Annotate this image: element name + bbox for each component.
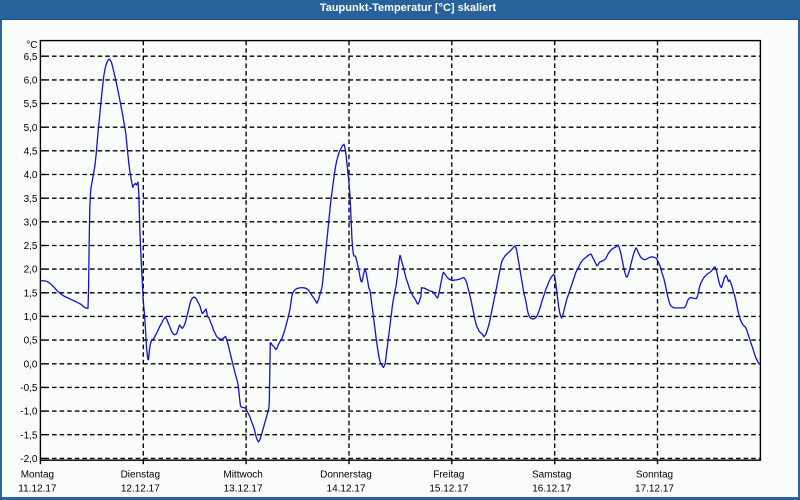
svg-text:5,0: 5,0 [24, 123, 38, 134]
svg-text:Sonntag: Sonntag [636, 470, 673, 481]
svg-text:11.12.17: 11.12.17 [18, 484, 57, 495]
svg-text:2,0: 2,0 [24, 265, 38, 276]
svg-text:Mittwoch: Mittwoch [223, 470, 262, 481]
svg-text:13.12.17: 13.12.17 [224, 484, 263, 495]
svg-text:1,5: 1,5 [24, 288, 38, 299]
svg-text:14.12.17: 14.12.17 [327, 484, 366, 495]
svg-text:12.12.17: 12.12.17 [121, 484, 160, 495]
svg-text:4,0: 4,0 [24, 170, 38, 181]
svg-text:Donnerstag: Donnerstag [320, 470, 372, 481]
svg-text:-1,5: -1,5 [20, 430, 38, 441]
svg-text:17.12.17: 17.12.17 [635, 484, 674, 495]
svg-text:4,5: 4,5 [24, 146, 38, 157]
svg-text:3,0: 3,0 [24, 217, 38, 228]
svg-text:15.12.17: 15.12.17 [429, 484, 468, 495]
svg-text:16.12.17: 16.12.17 [532, 484, 571, 495]
svg-text:Montag: Montag [21, 470, 54, 481]
svg-text:Dienstag: Dienstag [121, 470, 160, 481]
svg-text:3,5: 3,5 [24, 194, 38, 205]
svg-text:-1,0: -1,0 [20, 407, 38, 418]
svg-text:2,5: 2,5 [24, 241, 38, 252]
svg-text:1,0: 1,0 [24, 312, 38, 323]
svg-text:0,5: 0,5 [24, 336, 38, 347]
svg-text:5,5: 5,5 [24, 99, 38, 110]
svg-text:Freitag: Freitag [433, 470, 464, 481]
svg-text:6,0: 6,0 [24, 76, 38, 87]
svg-text:0,0: 0,0 [24, 359, 38, 370]
svg-text:6,5: 6,5 [24, 52, 38, 63]
svg-text:-0,5: -0,5 [20, 383, 38, 394]
svg-text:°C: °C [26, 40, 37, 51]
svg-text:-2,0: -2,0 [20, 454, 38, 465]
svg-text:Samstag: Samstag [532, 470, 571, 481]
